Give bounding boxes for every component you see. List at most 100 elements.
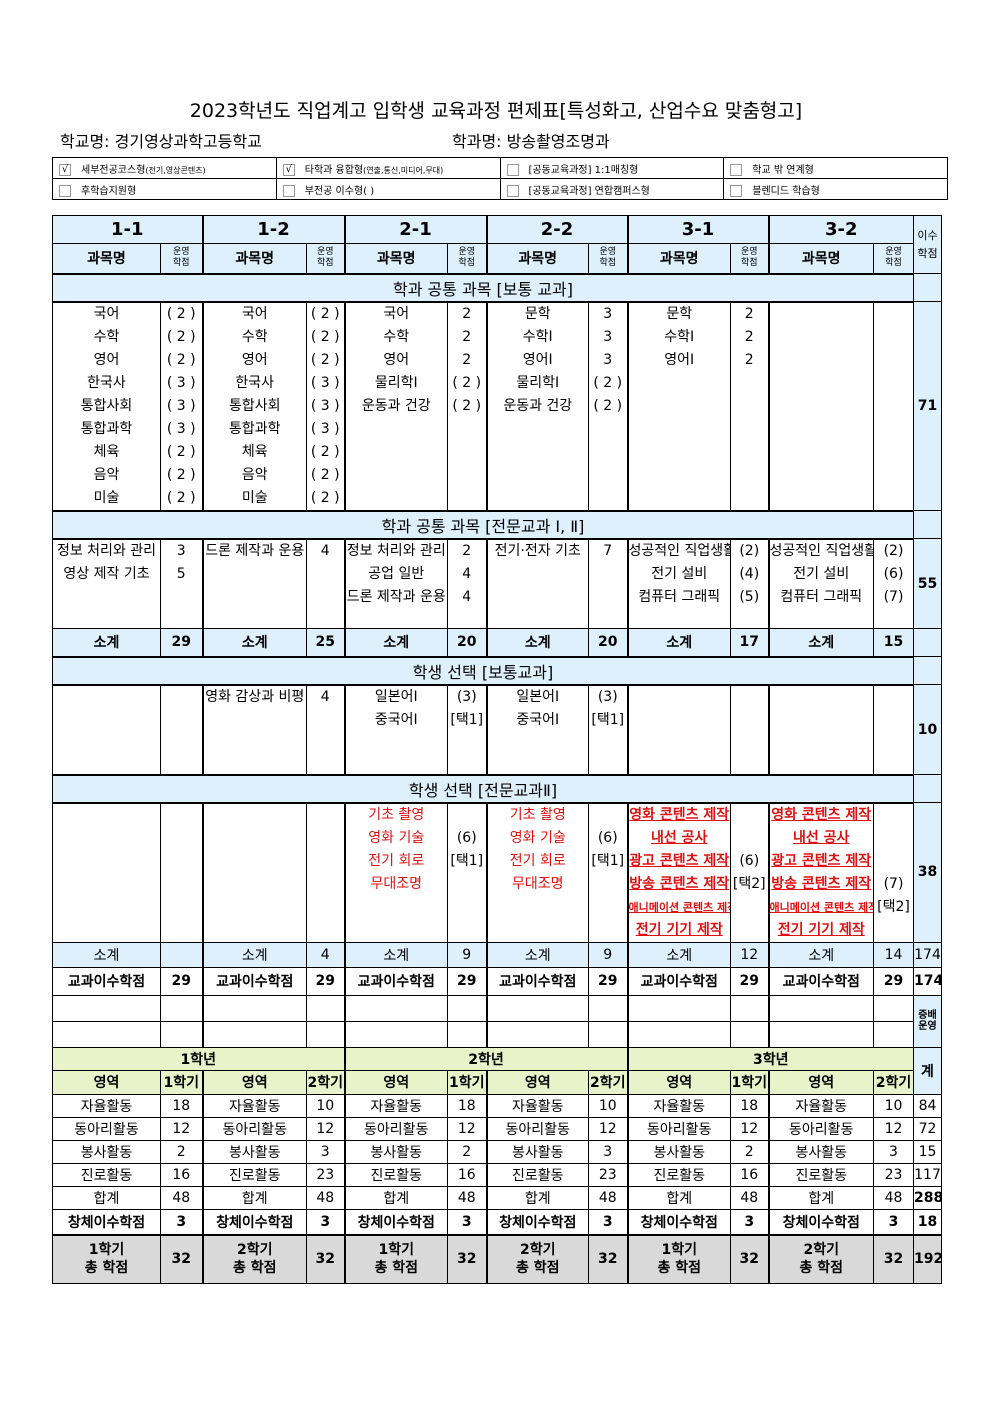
final-total-row: 1학기 총 학점 32 2학기 총 학점 32 1학기 총 학점 32 2학기 총 학점 32 1학기 총…	[52, 1234, 942, 1284]
subject-name: 내선 공사	[793, 829, 850, 846]
subject-name: 전기 회로	[509, 852, 566, 869]
subtotal-label: 소계	[201, 628, 307, 657]
activity-hours: 23	[588, 1162, 628, 1187]
subject-list: 영화 콘텐츠 제작 내선 공사 광고 콘텐츠 제작 방송 콘텐츠 제작 애니메이션 콘텐…	[626, 802, 731, 943]
subject-name: 국어	[241, 305, 268, 322]
subject-list: 일본어Ⅰ 중국어Ⅰ	[485, 684, 589, 775]
subject-list: 문학 수학Ⅰ 영어Ⅰ 물리학Ⅰ 운동과 건강	[485, 301, 589, 511]
subject-list: 드론 제작과 운용	[201, 538, 307, 629]
subject-name: 영어Ⅰ	[522, 351, 553, 368]
activity-name: 합계	[626, 1185, 731, 1210]
activity-hours: 18	[730, 1093, 769, 1118]
checkbox[interactable]	[506, 163, 519, 176]
credit-list: 7	[588, 538, 628, 629]
creative-value: 3	[588, 1208, 628, 1236]
checkbox[interactable]: √	[59, 163, 71, 176]
credit-list: (6) [택1]	[447, 802, 487, 943]
activity-hours: 23	[873, 1162, 914, 1187]
credit-value: [택1]	[591, 711, 625, 728]
option-label: 부전공 이수형( )	[304, 185, 375, 197]
credit-value: (4)	[739, 565, 760, 582]
subtotal-total: 174	[913, 941, 942, 968]
credit-value: 7	[603, 542, 613, 559]
subject-list: 일본어Ⅰ 중국어Ⅰ	[343, 684, 448, 775]
subject-list: 성공적인 직업생활 전기 설비 컴퓨터 그래픽	[626, 538, 731, 629]
checkbox[interactable]	[730, 184, 743, 197]
credit-value: (3)	[456, 688, 477, 705]
activity-name: 자율활동	[767, 1093, 874, 1118]
credit-list: 2 2 2 ( 2 ) ( 2 )	[447, 301, 487, 511]
subtotal-label: 소계	[201, 941, 307, 968]
subject-name: 드론 제작과 운용	[205, 542, 305, 559]
credit-value: 2	[462, 305, 472, 322]
credit-value: ( 2 )	[166, 351, 196, 368]
credit-value: (2)	[739, 542, 760, 559]
credit-value: ( 3 )	[310, 420, 340, 437]
activity-name: 진로활동	[52, 1162, 161, 1187]
activity-hours: 12	[588, 1116, 628, 1141]
banner-total-cell	[913, 774, 942, 803]
activity-hours: 10	[588, 1093, 628, 1118]
credit-value: ( 2 )	[310, 305, 340, 322]
blank-cell	[626, 1020, 731, 1048]
creative-label: 창체이수학점	[767, 1208, 874, 1236]
section-banner-row: 학생 선택 [보통교과]	[52, 655, 942, 686]
credit-value: 4	[462, 565, 472, 582]
credit-list	[306, 802, 345, 943]
option-cell: 후학습지원형	[52, 178, 277, 200]
activity-hours: 48	[730, 1185, 769, 1210]
activity-hours: 48	[306, 1185, 345, 1210]
activity-name: 봉사활동	[52, 1139, 161, 1164]
final-value: 32	[730, 1234, 769, 1284]
credit-value: ( 2 )	[166, 328, 196, 345]
activity-row: 동아리활동 12 동아리활동 12 동아리활동 12 동아리활동 12 동아리활동 12 동아리활동…	[52, 1116, 942, 1141]
blank-cell	[873, 1020, 914, 1048]
credit-header-line: 운영	[740, 247, 758, 258]
creative-label: 창체이수학점	[201, 1208, 307, 1236]
credit-header-line: 학점	[740, 258, 758, 269]
subject-name: 물리학Ⅰ	[374, 374, 418, 391]
checkbox[interactable]	[506, 184, 519, 197]
checkbox[interactable]	[59, 184, 71, 197]
activity-name: 봉사활동	[343, 1139, 448, 1164]
subject-name: 영상 제작 기초	[63, 565, 150, 582]
checkbox[interactable]	[282, 184, 295, 197]
subject-name: 정보 처리와 관리	[346, 542, 446, 559]
blank-cell	[52, 994, 161, 1022]
blank-cell	[626, 994, 731, 1022]
activity-hours: 2	[730, 1139, 769, 1164]
credit-value: ( 2 )	[593, 397, 623, 414]
option-label: 블렌디드 학습형	[752, 185, 820, 197]
activity-name: 동아리활동	[201, 1116, 307, 1141]
grade-header: 2학년	[343, 1046, 628, 1071]
credit-header-line: 운영	[316, 247, 334, 258]
subject-list: 국어 수학 영어 한국사 통합사회 통합과학 체육 음악 미술	[201, 301, 307, 511]
credit-list: 4	[306, 538, 345, 629]
page-title: 2023학년도 직업계고 입학생 교육과정 편제표[특성화고, 산업수요 맞춤형…	[189, 100, 803, 122]
checkbox[interactable]	[730, 163, 743, 176]
credit-header: 운영 학점	[306, 243, 345, 274]
option-sublabel: (전기,영상콘텐츠)	[145, 165, 206, 175]
final-value: 32	[160, 1234, 203, 1284]
activity-sum-header: 계	[913, 1046, 942, 1095]
credit-value: (6)	[597, 829, 618, 846]
credit-value: (2)	[883, 542, 904, 559]
activity-row: 봉사활동 2 봉사활동 3 봉사활동 2 봉사활동 3 봉사활동 2 봉사활동 3 15	[52, 1139, 942, 1164]
credit-total-value: 29	[160, 966, 203, 996]
activity-hours: 2	[160, 1139, 203, 1164]
credit-value	[449, 804, 486, 827]
subject-name: 통합과학	[80, 420, 133, 437]
credit-total-value: 29	[730, 966, 769, 996]
subtotal-value: 20	[588, 628, 628, 657]
credit-total-value: 29	[306, 966, 345, 996]
creative-value: 3	[160, 1208, 203, 1236]
section-banner: 학생 선택 [전문교과Ⅱ]	[52, 773, 914, 804]
subject-name: 영어Ⅰ	[664, 351, 695, 368]
subject-name: 컴퓨터 그래픽	[638, 588, 721, 605]
credit-total-label: 교과이수학점	[485, 966, 589, 996]
credit-value	[875, 850, 913, 873]
semester-2-2: 2-2	[485, 215, 628, 244]
checkbox[interactable]: √	[282, 163, 295, 176]
subtotal-row: 소계 29 소계 25 소계 20 소계 20 소계 17 소계 15	[52, 628, 942, 657]
activity-name: 진로활동	[343, 1162, 448, 1187]
